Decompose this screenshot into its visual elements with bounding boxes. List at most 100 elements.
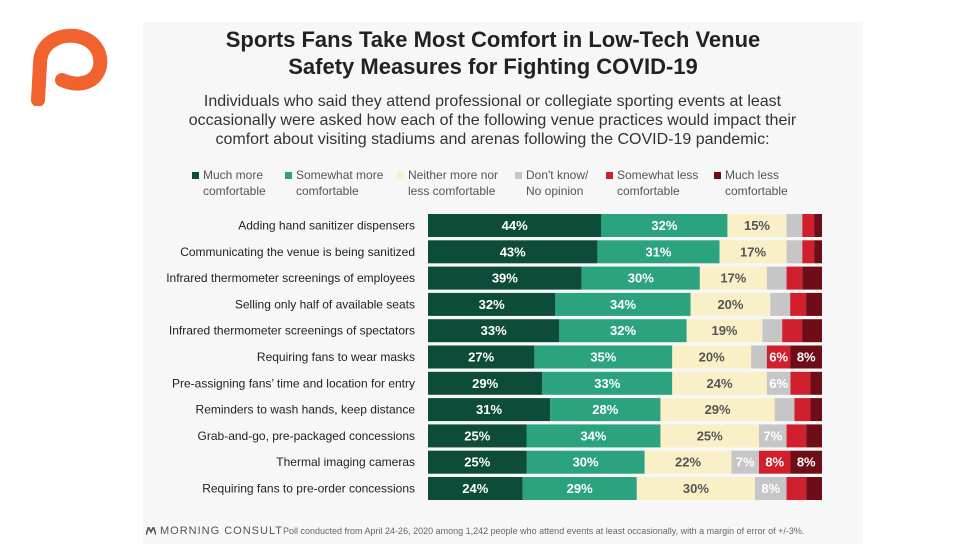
- bar-segment: [686, 319, 763, 343]
- bar-segment: [690, 292, 771, 316]
- bar-segment: [428, 371, 543, 395]
- bar-segment: [428, 424, 527, 448]
- bar-segment: [555, 292, 691, 316]
- legend-label: comfortable: [725, 184, 788, 198]
- data-label: 8%: [765, 455, 784, 470]
- data-label: 20%: [717, 297, 743, 312]
- bar-segment: [758, 450, 791, 474]
- category-label: Pre-assigning fans’ time and location fo…: [172, 376, 415, 390]
- category-label: Adding hand sanitizer dispensers: [238, 219, 415, 233]
- bar-segment: [428, 398, 551, 422]
- bar-segment: [428, 292, 556, 316]
- bar-segment: [428, 214, 602, 237]
- bar-segment: [542, 371, 673, 395]
- bar-segment: [672, 345, 752, 369]
- chart-title-line: Safety Measures for Fighting COVID-19: [288, 54, 698, 79]
- bar-segment: [806, 292, 822, 316]
- brand-name: MORNING CONSULT: [146, 525, 283, 537]
- legend-label: Somewhat more: [296, 168, 384, 182]
- category-label: Reminders to wash hands, keep distance: [196, 403, 416, 417]
- legend-swatch: [714, 172, 721, 179]
- category-label: Infrared thermometer screenings of emplo…: [166, 271, 415, 285]
- bar-segment: [758, 424, 787, 448]
- data-label: 25%: [464, 455, 490, 470]
- data-label: 34%: [610, 297, 636, 312]
- bar-segment: [428, 477, 523, 500]
- bar-segment: [790, 292, 807, 316]
- legend-label: less comfortable: [408, 184, 496, 198]
- category-label: Thermal imaging cameras: [276, 455, 415, 469]
- bar-segment: [786, 477, 807, 500]
- legend-label: Much less: [725, 168, 780, 182]
- bar-segment: [550, 398, 661, 422]
- bar-segment: [428, 266, 582, 290]
- chart-footer: MORNING CONSULT Poll conducted from Apri…: [146, 525, 846, 541]
- data-label: 31%: [645, 244, 671, 259]
- bar-segment: [794, 398, 811, 422]
- data-label: 33%: [594, 376, 620, 391]
- bar-segment: [814, 214, 822, 237]
- legend-label: Much more: [203, 168, 264, 182]
- bar-segment: [755, 477, 787, 500]
- bar-segment: [766, 371, 791, 395]
- data-label: 25%: [464, 428, 490, 443]
- bar-segment: [581, 266, 700, 290]
- data-label: 29%: [705, 402, 731, 417]
- data-label: 44%: [502, 218, 528, 233]
- legend-label: comfortable: [296, 184, 359, 198]
- bar-segment: [644, 450, 732, 474]
- chart-subtitle-line: occasionally were asked how each of the …: [188, 112, 797, 129]
- bar-segment: [786, 424, 807, 448]
- category-label: Communicating the venue is being sanitiz…: [180, 245, 415, 259]
- bar-segment: [786, 266, 803, 290]
- data-label: 32%: [651, 218, 677, 233]
- data-label: 8%: [797, 455, 816, 470]
- bar-segment: [727, 214, 787, 237]
- data-label: 6%: [769, 376, 788, 391]
- data-label: 30%: [573, 455, 599, 470]
- bar-segment: [802, 266, 822, 290]
- bar-segment: [660, 398, 775, 422]
- legend-swatch: [397, 172, 404, 179]
- chart-subtitle-line: Individuals who said they attend profess…: [203, 93, 782, 110]
- bar-segment: [790, 371, 811, 395]
- data-label: 20%: [699, 350, 725, 365]
- data-label: 32%: [610, 323, 636, 338]
- bar-segment: [428, 450, 527, 474]
- data-label: 34%: [580, 428, 606, 443]
- legend-swatch: [192, 172, 199, 179]
- data-label: 25%: [697, 428, 723, 443]
- data-label: 39%: [492, 271, 518, 286]
- chart-title-line: Sports Fans Take Most Comfort in Low-Tec…: [225, 27, 761, 52]
- bar-segment: [428, 319, 560, 343]
- data-label: 30%: [683, 481, 709, 496]
- bar-segment: [601, 214, 728, 237]
- bar-segment: [770, 292, 791, 316]
- data-label: 15%: [744, 218, 770, 233]
- bar-segment: [774, 398, 795, 422]
- bar-segment: [802, 214, 815, 237]
- bar-segment: [806, 477, 822, 500]
- chart-legend: Much more comfortable Somewhat more comfor…: [192, 167, 832, 201]
- legend-label: comfortable: [617, 184, 680, 198]
- bar-segment: [636, 477, 756, 500]
- bar-segment: [660, 424, 759, 448]
- bar-segment: [814, 240, 822, 264]
- bar-segment: [786, 214, 803, 237]
- legend-swatch: [606, 172, 613, 179]
- footnote: Poll conducted from April 24-26, 2020 am…: [283, 526, 805, 536]
- bar-segment: [751, 345, 767, 369]
- bar-segment: [790, 345, 822, 369]
- morning-consult-icon: [146, 527, 156, 535]
- bar-segment: [526, 450, 645, 474]
- data-label: 7%: [763, 428, 782, 443]
- data-label: 31%: [476, 402, 502, 417]
- data-label: 8%: [761, 481, 780, 496]
- bar-segment: [790, 450, 822, 474]
- bar-segment: [731, 450, 759, 474]
- bar-segment: [810, 398, 822, 422]
- legend-swatch: [515, 172, 522, 179]
- bar-segment: [766, 345, 791, 369]
- data-label: 24%: [707, 376, 733, 391]
- data-label: 6%: [769, 350, 788, 365]
